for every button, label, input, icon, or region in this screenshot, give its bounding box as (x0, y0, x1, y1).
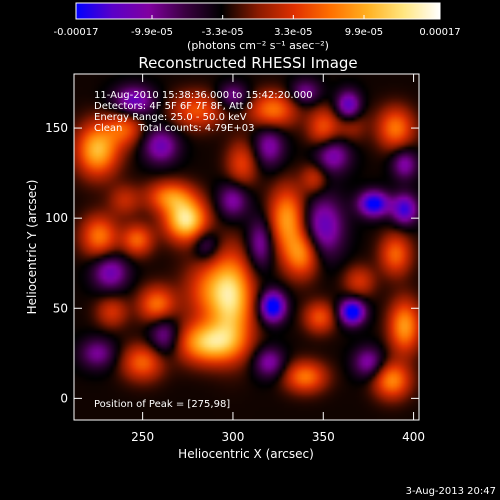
y-axis: 0 50 100 150 (45, 121, 419, 405)
chart-title: Reconstructed RHESSI Image (138, 54, 357, 72)
colorbar-tick-labels: -0.00017 -9.9e-05 -3.3e-05 3.3e-05 9.9e-05 0.… (54, 27, 461, 38)
info-text: 11-Aug-2010 15:38:36.000 to 15:42:20.000… (94, 90, 313, 134)
info-line-detectors: Detectors: 4F 5F 6F 7F 8F, Att 0 (94, 101, 253, 112)
heatmap-image (74, 74, 419, 420)
plot-frame (73, 73, 420, 421)
colorbar-tick-label: -9.9e-05 (131, 27, 173, 38)
colorbar-tick-label: -0.00017 (54, 27, 99, 38)
colorbar-tick-label: -3.3e-05 (202, 27, 244, 38)
y-tick-label: 0 (60, 391, 68, 405)
y-tick-label: 50 (53, 301, 68, 315)
x-axis-title: Heliocentric X (arcsec) (178, 447, 314, 461)
x-tick-label: 400 (402, 430, 425, 444)
colorbar-tick-label: 9.9e-05 (345, 27, 383, 38)
x-tick-label: 250 (131, 430, 154, 444)
colorbar-swatch (76, 3, 440, 19)
x-tick-label: 350 (312, 430, 335, 444)
generation-date: 3-Aug-2013 20:47 (406, 486, 496, 497)
info-line-clean: Clean Total counts: 4.79E+03 (94, 123, 254, 134)
colorbar-ticks (75, 15, 441, 19)
info-line-time: 11-Aug-2010 15:38:36.000 to 15:42:20.000 (94, 90, 313, 101)
x-tick-label: 300 (221, 430, 244, 444)
colorbar-frame (75, 2, 441, 20)
colorbar: -0.00017 -9.9e-05 -3.3e-05 3.3e-05 9.9e-05 0.… (54, 2, 461, 52)
y-tick-label: 100 (45, 211, 68, 225)
colorbar-unit-label: (photons cm⁻² s⁻¹ asec⁻²) (187, 39, 329, 52)
x-axis: 250 300 350 400 (131, 74, 425, 444)
colorbar-tick-label: 3.3e-05 (274, 27, 312, 38)
y-axis-title: Heliocentric Y (arcsec) (25, 180, 39, 315)
colorbar-tick-label: 0.00017 (419, 27, 460, 38)
peak-position-label: Position of Peak = [275,98] (94, 399, 230, 410)
plot-area: 11-Aug-2010 15:38:36.000 to 15:42:20.000… (73, 73, 420, 421)
y-tick-label: 150 (45, 121, 68, 135)
info-line-energy: Energy Range: 25.0 - 50.0 keV (94, 112, 247, 123)
